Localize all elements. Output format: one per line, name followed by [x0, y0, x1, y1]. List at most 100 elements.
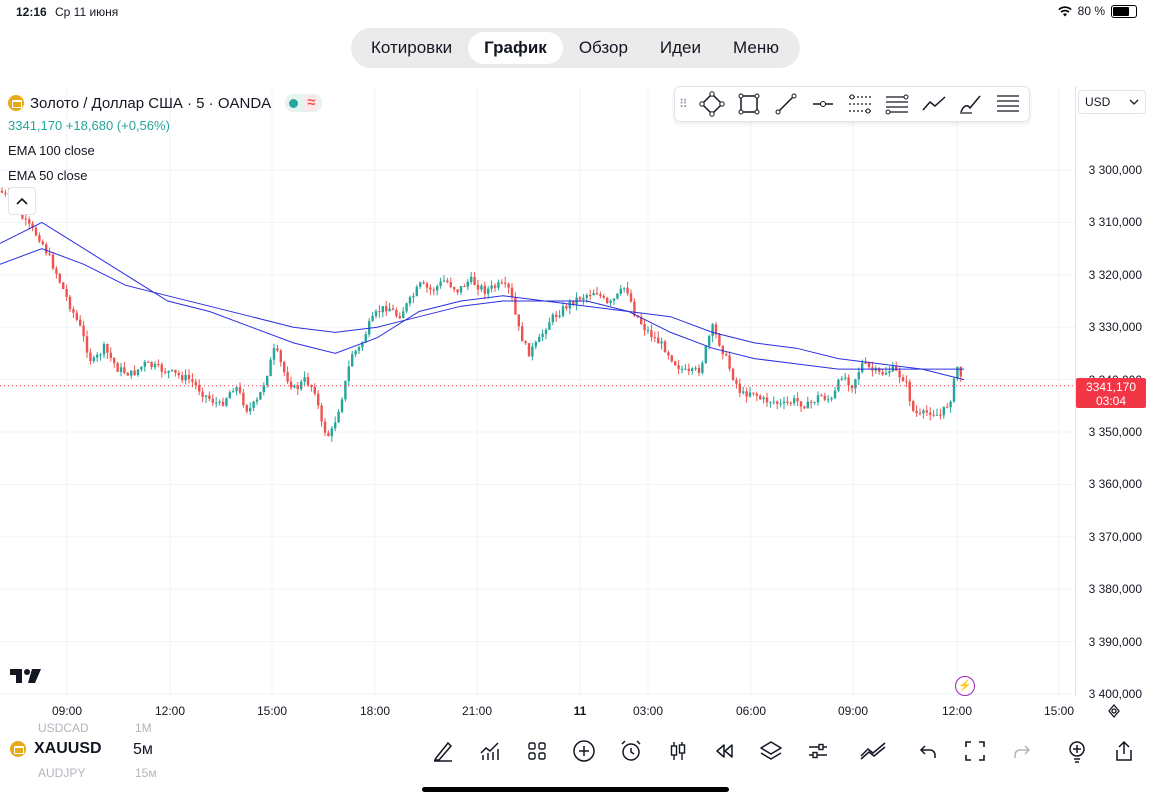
- candle-body: [643, 323, 646, 331]
- candle-body: [218, 401, 221, 403]
- candle-body: [633, 301, 636, 316]
- candle-body: [313, 387, 316, 394]
- tab-chart[interactable]: График: [468, 32, 563, 64]
- indicator-ema-50[interactable]: EMA 50 close: [8, 168, 88, 183]
- path-tool-icon[interactable]: [915, 86, 952, 122]
- collapse-legend-button[interactable]: [8, 187, 36, 215]
- candle-body: [939, 414, 942, 416]
- indicator-ema-100[interactable]: EMA 100 close: [8, 143, 95, 158]
- horizontal-ray-icon[interactable]: [804, 86, 841, 122]
- plus-circle-icon[interactable]: [569, 736, 599, 766]
- candles-icon[interactable]: [663, 736, 693, 766]
- candle-body: [524, 341, 527, 344]
- price-tick-label: 3 390,000: [1088, 634, 1142, 649]
- candle-body: [493, 285, 497, 288]
- candle-body: [449, 281, 452, 288]
- gann-fan-icon[interactable]: [989, 86, 1026, 122]
- layouts-icon[interactable]: [522, 736, 552, 766]
- candle-body: [96, 354, 99, 358]
- candle-body: [687, 368, 690, 371]
- status-bar: 12:16 Ср 11 июня 80 %: [0, 0, 1151, 24]
- brush-icon[interactable]: [952, 86, 989, 122]
- time-tick-label: 15:00: [256, 704, 288, 718]
- fib-retracement-icon[interactable]: [878, 86, 915, 122]
- candle-body: [41, 241, 44, 245]
- settings-sliders-icon[interactable]: [803, 736, 833, 766]
- candle-body: [150, 361, 153, 368]
- candle-body: [55, 268, 58, 274]
- tab-quotes[interactable]: Котировки: [371, 38, 453, 57]
- layers-icon[interactable]: [756, 736, 786, 766]
- axis-settings-icon[interactable]: [1106, 703, 1122, 719]
- candle-body: [446, 280, 449, 282]
- candle-body: [405, 303, 408, 312]
- candle-body: [915, 410, 918, 414]
- candle-body: [626, 287, 629, 294]
- drawing-toolbar: ⠿: [674, 86, 1030, 122]
- candle-body: [531, 346, 534, 357]
- pen-icon[interactable]: [428, 736, 458, 766]
- candle-body: [663, 341, 667, 353]
- lightning-icon[interactable]: ⚡: [955, 676, 975, 696]
- candle-body: [476, 284, 480, 290]
- bulb-icon[interactable]: [1062, 736, 1092, 766]
- candle-body: [34, 227, 38, 236]
- candle-body: [28, 219, 31, 224]
- candle-body: [867, 362, 871, 368]
- time-axis[interactable]: 09:00 12:00 15:00 18:00 21:00 11 03:00 06:00 09:…: [0, 696, 1075, 726]
- tab-ideas[interactable]: Идеи: [659, 38, 702, 57]
- ema-100-line: [0, 248, 964, 370]
- parallel-channel-icon[interactable]: [841, 86, 878, 122]
- candle-body: [106, 344, 109, 353]
- polygon-tool-icon[interactable]: [693, 86, 730, 122]
- top-nav: Котировки График Обзор Идеи Меню: [351, 28, 800, 68]
- candle-body: [650, 330, 653, 338]
- candle-body: [398, 316, 401, 319]
- candle-body: [340, 399, 344, 412]
- candle-body: [864, 362, 867, 364]
- candle-body: [510, 287, 514, 298]
- candle-body: [82, 325, 85, 337]
- rectangle-tool-icon[interactable]: [730, 86, 767, 122]
- candle-body: [198, 384, 201, 392]
- candle-body: [748, 392, 752, 397]
- time-tick-label: 18:00: [359, 704, 391, 718]
- time-tick-label: 09:00: [51, 704, 83, 718]
- trend-line-icon[interactable]: [767, 86, 804, 122]
- candle-body: [252, 401, 255, 409]
- interval-picker[interactable]: 5м: [133, 741, 153, 758]
- fullscreen-icon[interactable]: [960, 736, 990, 766]
- candle-body: [58, 273, 61, 283]
- candle-body: [45, 244, 48, 254]
- candle-body: [89, 352, 92, 362]
- undo-icon[interactable]: [913, 736, 943, 766]
- symbol-picker[interactable]: XAUUSD: [10, 740, 102, 758]
- currency-select[interactable]: USD: [1078, 90, 1146, 114]
- tab-overview[interactable]: Обзор: [578, 38, 628, 57]
- market-open-dot-icon: [289, 98, 299, 108]
- replay-icon[interactable]: [709, 736, 739, 766]
- compare-icon[interactable]: [858, 736, 888, 766]
- candle-body: [65, 288, 68, 297]
- candle-body: [772, 401, 775, 403]
- candle-body: [480, 285, 483, 290]
- share-icon[interactable]: [1109, 736, 1139, 766]
- tradingview-logo[interactable]: [10, 667, 42, 685]
- candle-body: [779, 403, 782, 405]
- candle-body: [174, 369, 177, 373]
- chart-canvas[interactable]: [0, 86, 1075, 696]
- candle-body: [738, 383, 741, 393]
- price-tick-label: 3 380,000: [1088, 582, 1142, 597]
- candle-body: [221, 401, 225, 406]
- price-tick-label: 3 300,000: [1088, 163, 1142, 177]
- candle-body: [544, 329, 548, 334]
- grip-icon[interactable]: ⠿: [679, 97, 688, 111]
- symbol-title[interactable]: Золото / Доллар США · 5 · OANDA: [30, 94, 272, 112]
- market-status-badge[interactable]: ≈: [285, 94, 323, 112]
- candle-body: [592, 293, 595, 296]
- time-tick-label: 06:00: [735, 704, 767, 718]
- tab-menu[interactable]: Меню: [733, 38, 779, 57]
- alarm-icon[interactable]: [616, 736, 646, 766]
- indicators-icon[interactable]: [475, 736, 505, 766]
